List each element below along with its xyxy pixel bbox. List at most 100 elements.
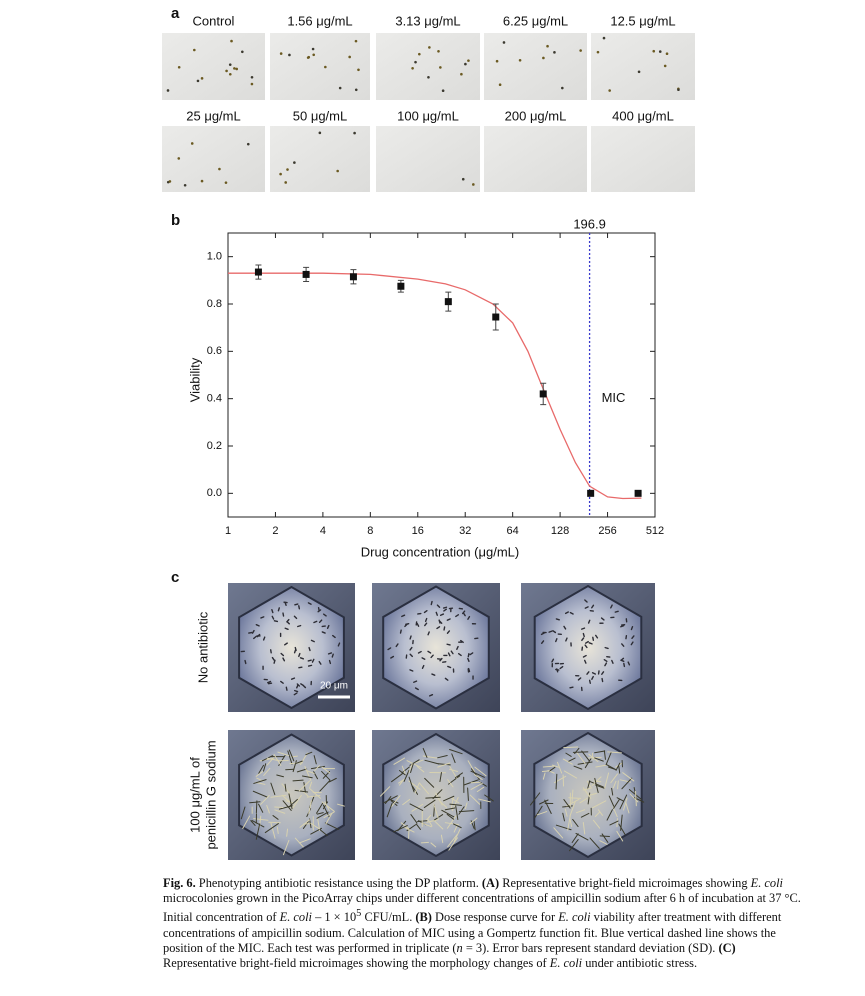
bacterium: [390, 655, 395, 659]
x-tick-label: 2: [272, 525, 278, 537]
bacterium: [266, 804, 270, 814]
bacterium: [607, 751, 622, 754]
bacterium: [581, 637, 585, 642]
bacterium: [629, 793, 639, 803]
bacterium: [595, 764, 608, 768]
bacterium: [430, 842, 437, 848]
bacterium: [604, 662, 608, 667]
bacterium: [592, 819, 601, 829]
bacterium: [263, 767, 271, 776]
bacterium: [417, 650, 422, 654]
bacterium: [316, 811, 329, 819]
caption-text: (C): [718, 940, 736, 955]
image-label: 1.56 μg/mL: [287, 13, 352, 28]
bacterium: [601, 677, 604, 683]
bacterium: [408, 763, 413, 774]
bacterium: [406, 760, 422, 769]
bacterium: [288, 793, 293, 810]
bacterium: [444, 677, 449, 681]
bacterium: [563, 799, 571, 809]
bacterium: [464, 802, 468, 810]
caption-text: Phenotyping antibiotic resistance using …: [195, 876, 482, 890]
bacterium: [422, 747, 428, 758]
bacterium: [410, 814, 418, 824]
bacterium: [575, 832, 589, 841]
bacterium: [446, 813, 455, 820]
bacterium: [467, 615, 471, 620]
bacterium: [255, 800, 258, 814]
bacterium: [298, 605, 301, 610]
bacterium: [458, 806, 465, 815]
bacterium: [484, 794, 494, 802]
bacterium: [268, 821, 281, 824]
x-tick-label: 4: [320, 525, 326, 537]
bacterium: [242, 815, 251, 829]
colony-dot: [665, 52, 669, 55]
colony-dot: [286, 168, 289, 171]
bacterium: [270, 794, 287, 798]
colony-dot: [637, 70, 641, 74]
bacterium: [294, 837, 304, 848]
bacterium: [324, 801, 330, 811]
bacterium: [534, 805, 543, 819]
bacterium: [427, 631, 430, 636]
image-label: 200 μg/mL: [505, 108, 567, 123]
bacterium: [240, 806, 246, 820]
well: [382, 585, 490, 710]
bacterium: [311, 658, 315, 663]
bacterium: [291, 794, 302, 809]
colony-dot: [437, 49, 440, 53]
bacterium: [260, 616, 265, 619]
bacterium: [282, 839, 290, 856]
bacterium: [446, 618, 451, 621]
bacterium: [594, 757, 604, 762]
bacterium: [258, 764, 265, 774]
colony-dot: [542, 56, 545, 60]
bacterium: [421, 664, 425, 669]
bacterium: [603, 658, 608, 663]
micrograph: [376, 126, 480, 192]
bacterium: [421, 822, 432, 828]
bacterium: [337, 803, 345, 807]
bacterium: [610, 604, 613, 609]
bacterium: [391, 795, 401, 808]
bacterium: [260, 794, 270, 805]
bacterium: [251, 629, 255, 634]
bacterium: [395, 643, 399, 648]
bacterium: [409, 669, 414, 672]
bacterium: [415, 759, 424, 764]
colony-dot: [166, 89, 170, 92]
bacterium: [559, 665, 564, 670]
bacterium: [280, 680, 284, 684]
bacterium: [595, 784, 605, 789]
bacterium: [428, 693, 434, 697]
bacterium: [622, 772, 635, 782]
colony-dot: [293, 161, 296, 164]
bacterium: [319, 829, 328, 837]
caption-text: E. coli: [549, 956, 583, 971]
x-tick-label: 64: [507, 525, 519, 537]
bacterium: [569, 686, 574, 689]
bacterium: [437, 754, 448, 759]
bacterium: [316, 812, 324, 815]
bacterium: [249, 801, 261, 804]
bacterium: [634, 790, 637, 807]
bacterium: [273, 659, 276, 664]
bacterium: [251, 820, 265, 828]
bacterium: [424, 759, 440, 765]
bacterium: [410, 763, 414, 774]
bacterium: [273, 620, 279, 623]
bacterium: [457, 653, 462, 657]
bacterium: [566, 798, 580, 807]
bacterium: [293, 615, 298, 620]
bacterium: [244, 659, 247, 665]
bacterium: [284, 642, 288, 646]
bacterium: [273, 754, 282, 766]
bacterium: [285, 686, 288, 691]
row-label: penicillin G sodium: [203, 740, 218, 849]
colony-dot: [502, 41, 506, 44]
bacterium: [591, 675, 594, 680]
bacterium: [594, 750, 606, 754]
bacterium: [313, 620, 318, 624]
bacterium: [276, 826, 279, 834]
